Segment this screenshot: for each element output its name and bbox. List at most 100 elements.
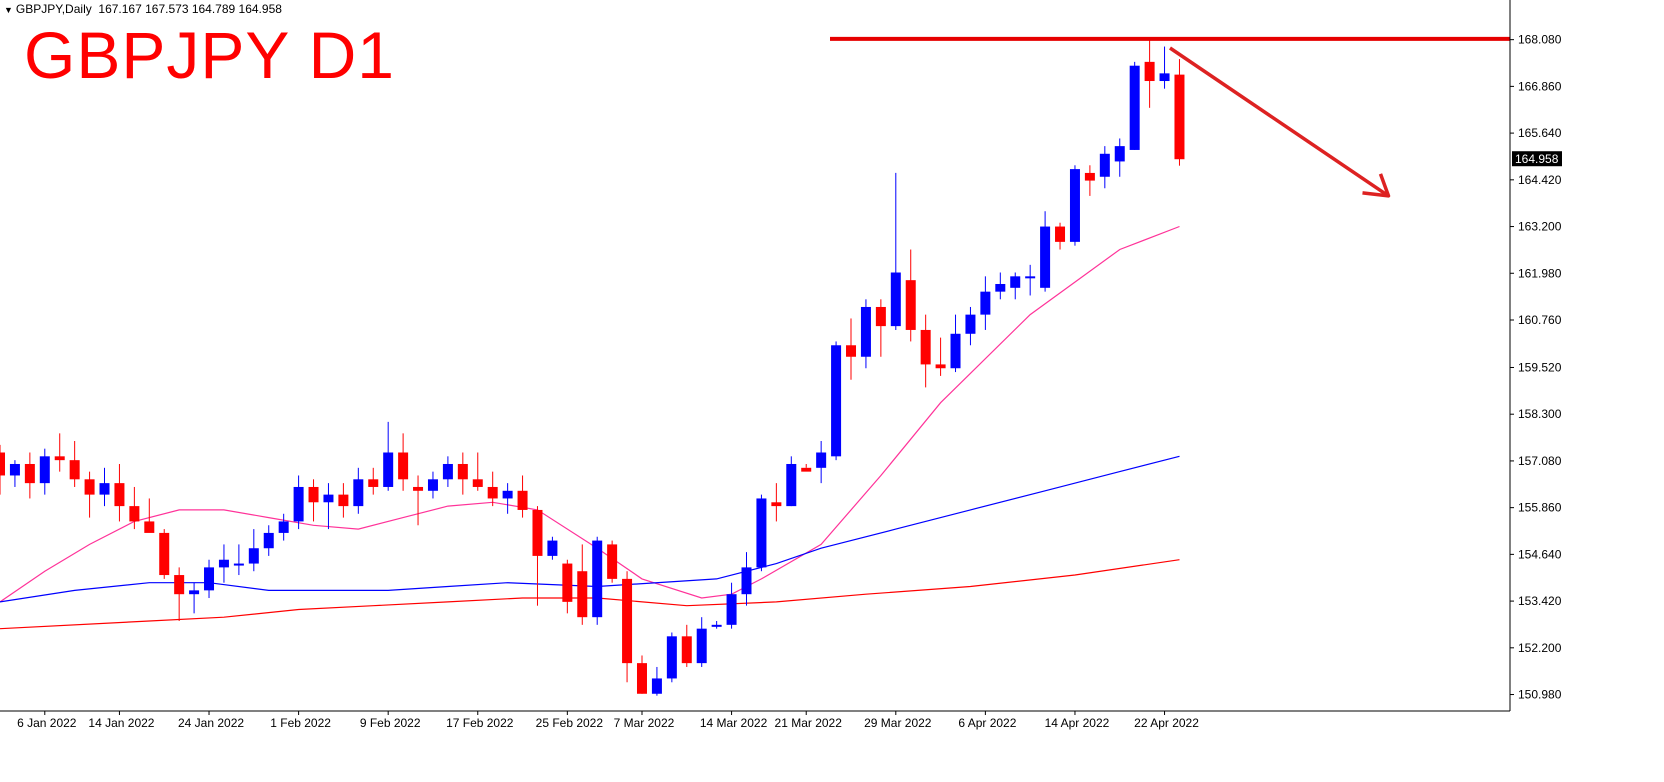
candle (427, 471, 438, 499)
price-tick-label: 159.520 (1518, 360, 1562, 374)
candle-body (278, 521, 289, 533)
date-tick-label: 17 Feb 2022 (446, 716, 514, 730)
candle-body (666, 636, 677, 679)
candle-body (308, 486, 319, 503)
price-tick-label: 158.300 (1518, 407, 1562, 421)
candle (920, 314, 931, 388)
candle (1084, 165, 1095, 196)
candle-body (24, 463, 35, 484)
candle (816, 441, 827, 484)
price-tick-label: 157.080 (1518, 454, 1562, 468)
candle-body (129, 506, 140, 522)
candle (174, 567, 185, 622)
candle (368, 467, 379, 495)
candle-body (517, 490, 528, 510)
candle (9, 460, 20, 487)
price-tick-label: 155.860 (1518, 501, 1562, 515)
candle (144, 498, 155, 533)
candle-body (846, 345, 857, 357)
price-tick-label: 165.640 (1518, 126, 1562, 140)
candle-body (159, 532, 170, 576)
candle-body (502, 490, 513, 499)
candle (442, 456, 453, 487)
date-tick-label: 6 Jan 2022 (17, 716, 77, 730)
candle-body (0, 452, 5, 476)
candle-body (1129, 65, 1140, 150)
candle (1010, 272, 1021, 300)
candle (398, 433, 409, 491)
candle (995, 272, 1006, 300)
candle (54, 433, 65, 472)
candle-body (995, 283, 1006, 292)
candle (771, 483, 782, 522)
candle-body (218, 559, 229, 568)
candle (1159, 46, 1170, 89)
candle-body (472, 479, 483, 487)
candle-body (9, 463, 20, 476)
candle (980, 276, 991, 330)
candle-body (293, 486, 304, 522)
candle (353, 467, 364, 514)
ohlc-readout: 167.167 167.573 164.789 164.958 (98, 2, 282, 16)
candle-body (1069, 169, 1080, 242)
candle (517, 475, 528, 518)
candle-body (1010, 276, 1021, 288)
candle-body (99, 483, 110, 495)
candle-body (442, 463, 453, 480)
candle-body (905, 280, 916, 330)
candle-body (114, 483, 125, 507)
moving-average-line (0, 559, 1180, 630)
candle-body (681, 636, 692, 664)
candle (1099, 146, 1110, 189)
candle-body (398, 452, 409, 480)
candle (218, 544, 229, 583)
candle-body (69, 460, 80, 480)
candle (69, 441, 80, 487)
down-arrow-shaft (1169, 46, 1390, 198)
candle (1144, 38, 1155, 108)
candle (129, 486, 140, 530)
candle (890, 172, 901, 330)
candle (248, 529, 259, 572)
candle-body (174, 575, 185, 595)
candle (607, 540, 618, 583)
candle (204, 559, 215, 599)
candle-body (935, 364, 946, 369)
axes: 168.080 166.860 165.640 164.420 163.200 161.9… (0, 0, 1562, 730)
candle-body (801, 467, 812, 472)
price-tick-label: 153.420 (1518, 594, 1562, 608)
price-tick-label: 152.200 (1518, 641, 1562, 655)
candle (1174, 59, 1185, 166)
candle (801, 463, 812, 472)
candle-body (487, 486, 498, 499)
candle (786, 456, 797, 507)
candle (622, 571, 633, 683)
candle (383, 421, 394, 491)
candle (875, 299, 886, 357)
candle (413, 475, 424, 526)
candle (263, 525, 274, 556)
candle (935, 337, 946, 376)
dropdown-triangle-icon[interactable]: ▼ (4, 5, 13, 15)
candle-body (1159, 73, 1170, 82)
candle-body (920, 329, 931, 365)
candle-body (144, 521, 155, 533)
candle (472, 452, 483, 491)
date-tick-label: 22 Apr 2022 (1134, 716, 1199, 730)
candle-body (39, 456, 50, 484)
candle-body (965, 314, 976, 334)
date-tick-label: 14 Apr 2022 (1045, 716, 1110, 730)
candle (547, 536, 558, 560)
candle (651, 666, 662, 696)
date-tick-label: 29 Mar 2022 (864, 716, 932, 730)
candle-body (1084, 172, 1095, 181)
candle (1040, 211, 1051, 292)
price-tick-label: 168.080 (1518, 33, 1562, 47)
price-tick-label: 163.200 (1518, 220, 1562, 234)
candle (487, 471, 498, 507)
candle-body (368, 479, 379, 487)
candle-body (816, 452, 827, 468)
candle-body (353, 479, 364, 507)
